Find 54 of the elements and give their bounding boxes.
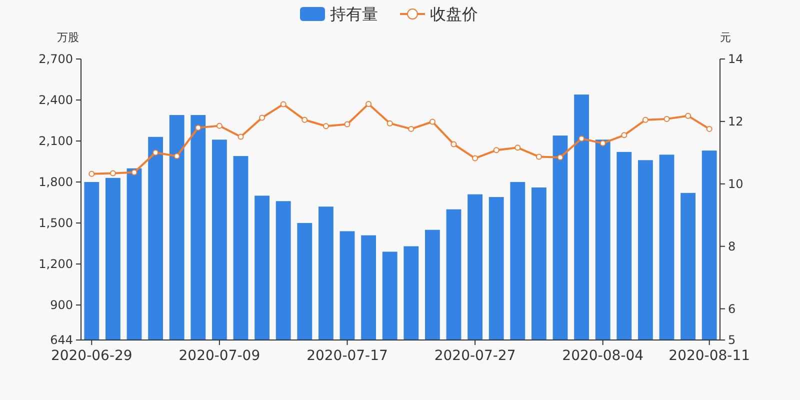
point (514, 144, 521, 151)
y2-tick-label: 6 (728, 302, 736, 316)
y-axis-title: 万股 (57, 31, 79, 44)
point (493, 147, 500, 154)
point (366, 100, 372, 107)
y-tick-label: 2,700 (38, 52, 73, 66)
point (664, 116, 670, 122)
y2-tick-label: 5 (728, 333, 736, 348)
point (472, 155, 478, 162)
point (685, 112, 692, 119)
point (238, 134, 244, 140)
x-tick-label: 2020-06-29 (50, 348, 132, 364)
y-tick-label: 1,200 (38, 257, 73, 272)
point (152, 150, 159, 156)
y2-axis-title: 元 (720, 31, 731, 44)
point (322, 123, 329, 130)
x-tick-label: 2020-08-11 (668, 348, 750, 364)
legend-label: 收盘价 (430, 4, 478, 24)
point (621, 132, 628, 138)
point (88, 170, 95, 177)
point (600, 140, 606, 146)
point (706, 126, 712, 132)
y-tick-label: 644 (50, 333, 73, 348)
y-tick-label: 1,500 (38, 216, 73, 230)
point (408, 126, 414, 132)
point (259, 114, 266, 121)
point (131, 169, 138, 176)
point (302, 116, 308, 123)
point (280, 101, 286, 108)
x-tick-label: 2020-08-04 (562, 348, 644, 364)
point (557, 154, 564, 160)
y-tick-label: 1,800 (38, 175, 73, 190)
point (195, 124, 202, 131)
point (216, 122, 222, 129)
point (110, 170, 116, 176)
y2-tick-label: 10 (728, 177, 744, 192)
y-tick-label: 2,400 (38, 93, 73, 108)
x-tick-label: 2020-07-09 (178, 348, 260, 364)
point (536, 154, 542, 160)
point (578, 136, 585, 142)
y2-tick-label: 12 (728, 114, 744, 129)
y2-tick-label: 14 (728, 52, 744, 66)
point (429, 118, 436, 125)
point (642, 116, 648, 123)
x-tick-label: 2020-07-17 (306, 348, 388, 364)
x-tick-label: 2020-07-27 (434, 348, 516, 364)
point (344, 121, 350, 128)
y-tick-label: 2,100 (38, 134, 73, 148)
y2-tick-label: 8 (728, 240, 736, 254)
y-tick-label: 900 (50, 298, 73, 312)
point (450, 141, 457, 148)
legend-label: 持有量 (330, 4, 378, 24)
point (174, 153, 180, 160)
point (386, 120, 393, 126)
